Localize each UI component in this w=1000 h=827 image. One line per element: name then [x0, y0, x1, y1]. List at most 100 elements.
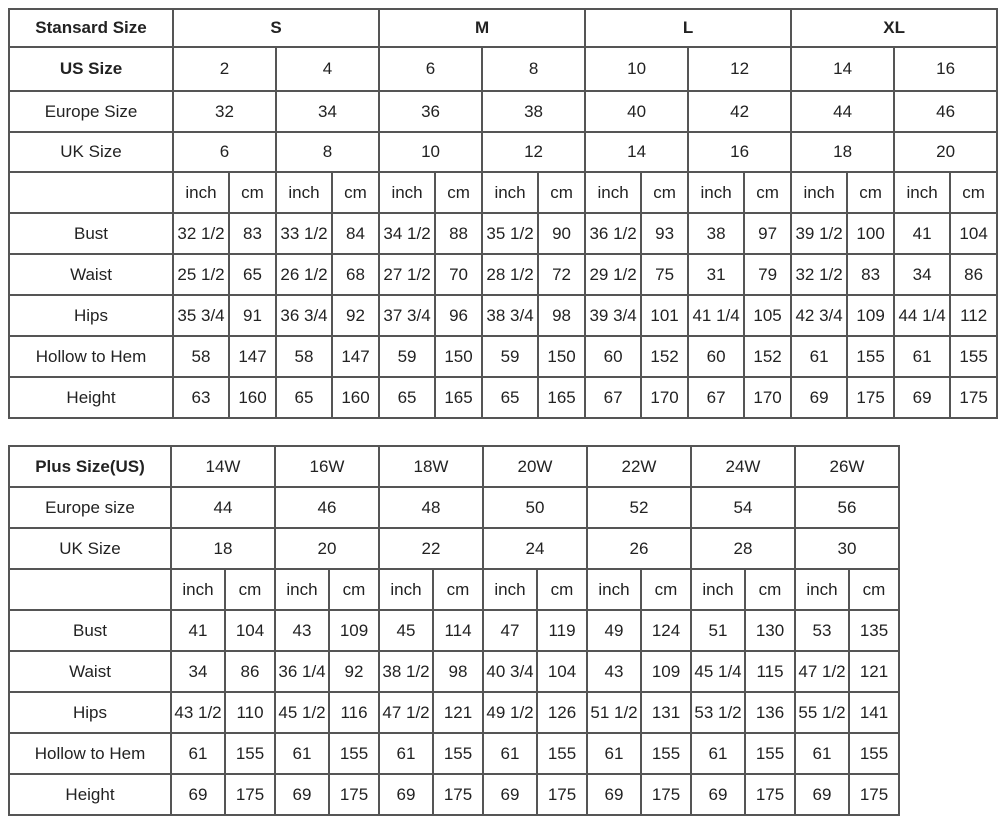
measurement-value: 43 1/2 — [170, 691, 226, 734]
measurement-value: 65 — [378, 376, 437, 419]
measurement-value: 126 — [536, 691, 588, 734]
measurement-value: 61 — [790, 335, 849, 378]
unit-cm: cm — [536, 568, 588, 611]
measurement-value: 114 — [432, 609, 484, 652]
plus-us-size-cell: 26W — [794, 445, 900, 488]
uk-size-label: UK Size — [8, 527, 172, 570]
measurement-label: Waist — [8, 253, 174, 296]
measurement-value: 155 — [949, 335, 999, 378]
measurement-value: 38 1/2 — [378, 650, 434, 693]
measurement-value: 72 — [537, 253, 587, 296]
measurement-value: 67 — [584, 376, 643, 419]
measurement-value: 69 — [790, 376, 849, 419]
measurement-row-height: Height 63 160 65 160 65 165 65 165 67 170 67 170 69 17… — [8, 376, 999, 419]
us-size-row: US Size 2 4 6 8 10 12 14 16 — [8, 46, 999, 92]
unit-cm: cm — [432, 568, 484, 611]
measurement-label: Hollow to Hem — [8, 335, 174, 378]
measurement-value: 96 — [434, 294, 484, 337]
measurement-row-hips: Hips 35 3/4 91 36 3/4 92 37 3/4 96 38 3/4 98 39 3… — [8, 294, 999, 337]
measurement-value: 115 — [744, 650, 796, 693]
measurement-value: 104 — [536, 650, 588, 693]
measurement-row-waist: Waist 25 1/2 65 26 1/2 68 27 1/2 70 28 1/2 72 29 … — [8, 253, 999, 296]
measurement-value: 69 — [482, 773, 538, 816]
measurement-value: 60 — [687, 335, 746, 378]
europe-size-cell: 46 — [274, 486, 380, 529]
measurement-value: 175 — [432, 773, 484, 816]
measurement-row-bust: Bust 32 1/2 83 33 1/2 84 34 1/2 88 35 1/2 90 36 1… — [8, 212, 999, 255]
uk-size-cell: 20 — [274, 527, 380, 570]
measurement-value: 60 — [584, 335, 643, 378]
measurement-value: 155 — [432, 732, 484, 775]
unit-inch: inch — [482, 568, 538, 611]
measurement-value: 175 — [949, 376, 999, 419]
measurement-value: 65 — [275, 376, 333, 419]
uk-size-cell: 20 — [893, 131, 999, 173]
measurement-label: Hips — [8, 294, 174, 337]
measurement-value: 147 — [330, 335, 381, 378]
measurement-value: 141 — [848, 691, 900, 734]
measurement-value: 63 — [172, 376, 230, 419]
measurement-value: 175 — [536, 773, 588, 816]
measurement-value: 70 — [434, 253, 484, 296]
europe-size-row: Europe size 44 46 48 50 52 54 56 — [8, 486, 900, 529]
measurement-value: 65 — [481, 376, 540, 419]
us-size-label: US Size — [8, 46, 174, 92]
measurement-value: 135 — [848, 609, 900, 652]
measurement-value: 68 — [330, 253, 381, 296]
europe-size-row: Europe Size 32 34 36 38 40 42 44 46 — [8, 90, 999, 133]
measurement-value: 91 — [228, 294, 277, 337]
measurement-value: 131 — [640, 691, 692, 734]
uk-size-cell: 10 — [378, 131, 484, 173]
header-row: Stansard Size S M L XL — [8, 8, 999, 48]
measurement-value: 100 — [846, 212, 896, 255]
unit-inch: inch — [172, 171, 230, 214]
measurement-value: 25 1/2 — [172, 253, 230, 296]
europe-size-cell: 34 — [274, 90, 381, 133]
measurement-value: 44 1/4 — [893, 294, 952, 337]
unit-cm: cm — [640, 171, 690, 214]
europe-size-cell: 50 — [482, 486, 588, 529]
measurement-value: 58 — [275, 335, 333, 378]
measurement-value: 152 — [640, 335, 690, 378]
measurement-value: 112 — [949, 294, 999, 337]
size-group-s: S — [171, 8, 381, 48]
uk-size-cell: 16 — [687, 131, 793, 173]
measurement-value: 124 — [640, 609, 692, 652]
uk-size-cell: 28 — [690, 527, 796, 570]
europe-size-cell: 56 — [794, 486, 900, 529]
measurement-value: 53 — [794, 609, 850, 652]
uk-size-cell: 18 — [170, 527, 276, 570]
us-size-cell: 6 — [378, 46, 484, 92]
measurement-value: 45 — [378, 609, 434, 652]
us-size-cell: 14 — [790, 46, 896, 92]
measurement-value: 155 — [536, 732, 588, 775]
unit-inch: inch — [378, 171, 437, 214]
measurement-value: 47 — [482, 609, 538, 652]
unit-cm: cm — [848, 568, 900, 611]
measurement-value: 83 — [228, 212, 277, 255]
empty-cell — [8, 568, 172, 611]
measurement-value: 105 — [743, 294, 793, 337]
standard-size-table: Stansard Size S M L XL US Size 2 4 6 8 10 12 14 16 Eur… — [8, 8, 999, 419]
measurement-value: 61 — [378, 732, 434, 775]
measurement-value: 51 1/2 — [586, 691, 642, 734]
measurement-value: 175 — [846, 376, 896, 419]
measurement-value: 69 — [586, 773, 642, 816]
europe-size-cell: 40 — [584, 90, 690, 133]
uk-size-cell: 6 — [172, 131, 277, 173]
measurement-value: 109 — [640, 650, 692, 693]
measurement-value: 53 1/2 — [690, 691, 746, 734]
measurement-value: 43 — [586, 650, 642, 693]
europe-size-cell: 42 — [687, 90, 793, 133]
measurement-value: 160 — [228, 376, 277, 419]
unit-cm: cm — [434, 171, 484, 214]
measurement-label: Hollow to Hem — [8, 732, 172, 775]
us-size-cell: 4 — [274, 46, 381, 92]
measurement-label: Bust — [8, 212, 174, 255]
measurement-value: 84 — [330, 212, 381, 255]
measurement-value: 61 — [690, 732, 746, 775]
measurement-value: 33 1/2 — [275, 212, 333, 255]
us-size-cell: 8 — [481, 46, 587, 92]
measurement-value: 86 — [224, 650, 276, 693]
uk-size-cell: 18 — [790, 131, 896, 173]
